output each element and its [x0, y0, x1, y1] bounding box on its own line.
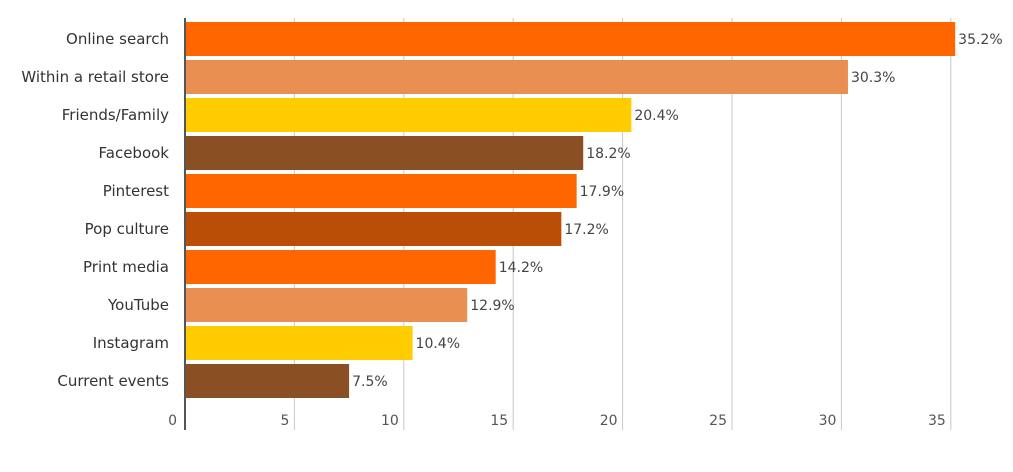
value-label: 20.4%: [634, 108, 678, 124]
bars: [185, 22, 956, 398]
x-tick-label-30: 30: [819, 413, 837, 429]
x-tick-label-35: 35: [928, 413, 946, 429]
category-label: Print media: [83, 258, 169, 276]
x-tick-label-10: 10: [381, 413, 399, 429]
bar-friends-family: [185, 98, 632, 132]
value-labels: 35.2% 30.3% 20.4% 18.2% 17.9% 17.2% 14.2% 12.9%…: [352, 32, 1003, 390]
category-label: Within a retail store: [21, 68, 169, 86]
x-tick-label-25: 25: [709, 413, 727, 429]
value-label: 17.9%: [580, 184, 624, 200]
bar-pop-culture: [185, 212, 562, 246]
category-label: Instagram: [93, 334, 169, 352]
value-label: 7.5%: [352, 374, 388, 390]
x-tick-label-15: 15: [490, 413, 508, 429]
bar-instagram: [185, 326, 413, 360]
category-label: Current events: [57, 372, 169, 390]
x-tick-label-5: 5: [280, 413, 289, 429]
bar-pinterest: [185, 174, 577, 208]
value-label: 30.3%: [851, 70, 895, 86]
x-axis-ticks: 0 5 10 15 20 25 30 35: [168, 413, 946, 429]
x-tick-label-20: 20: [600, 413, 618, 429]
value-label: 14.2%: [499, 260, 543, 276]
value-label: 10.4%: [416, 336, 460, 352]
x-tick-label-0: 0: [168, 413, 177, 429]
category-label: YouTube: [107, 296, 169, 314]
bar-within-a-retail-store: [185, 60, 848, 94]
category-label: Friends/Family: [62, 106, 169, 124]
category-label: Pop culture: [85, 220, 169, 238]
category-label: Facebook: [99, 144, 170, 162]
bar-print-media: [185, 250, 496, 284]
bar-current-events: [185, 364, 350, 398]
category-label: Pinterest: [103, 182, 169, 200]
category-labels: Online search Within a retail store Friend…: [21, 30, 169, 390]
value-label: 12.9%: [470, 298, 514, 314]
bar-online-search: [185, 22, 956, 56]
bar-facebook: [185, 136, 584, 170]
value-label: 18.2%: [586, 146, 630, 162]
bar-youtube: [185, 288, 468, 322]
category-label: Online search: [66, 30, 169, 48]
value-label: 35.2%: [958, 32, 1002, 48]
value-label: 17.2%: [564, 222, 608, 238]
